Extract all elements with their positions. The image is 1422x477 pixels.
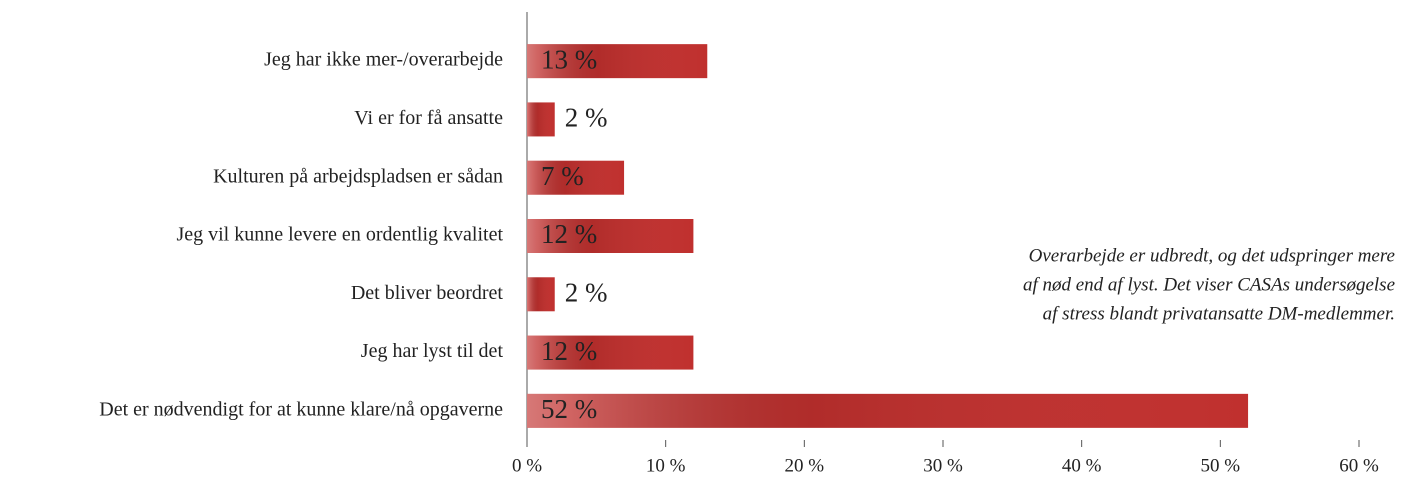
value-label: 12 % (541, 336, 597, 366)
value-label: 13 % (541, 44, 597, 74)
x-tick-label: 50 % (1201, 455, 1241, 476)
category-label: Det bliver beordret (351, 282, 504, 304)
category-label: Jeg vil kunne levere en ordentlig kvalit… (176, 224, 503, 246)
x-tick-label: 60 % (1339, 455, 1379, 476)
category-label: Jeg har ikke mer-/overarbejde (264, 49, 503, 71)
category-label: Det er nødvendigt for at kunne klare/nå … (99, 398, 503, 420)
bar-shade (527, 393, 1249, 428)
bar-shade (527, 335, 694, 370)
annotation: af nød end af lyst. Det viser CASAs unde… (1023, 274, 1395, 295)
bar-shade (527, 160, 625, 195)
value-label: 2 % (565, 103, 608, 133)
bar-shade (527, 44, 708, 79)
category-label: Vi er for få ansatte (354, 107, 503, 129)
x-tick-label: 20 % (785, 455, 825, 476)
value-label: 52 % (541, 394, 597, 424)
value-label: 2 % (565, 277, 608, 307)
x-tick-label: 0 % (512, 455, 542, 476)
x-tick-label: 40 % (1062, 455, 1102, 476)
annotation: af stress blandt privatansatte DM-medlem… (1043, 303, 1395, 324)
x-tick-label: 10 % (646, 455, 686, 476)
category-label: Jeg har lyst til det (361, 340, 504, 362)
bar-shade (527, 277, 555, 312)
value-label: 7 % (541, 161, 584, 191)
category-label: Kulturen på arbejdspladsen er sådan (213, 165, 503, 187)
value-label: 12 % (541, 219, 597, 249)
bar-shade (527, 102, 555, 137)
x-tick-label: 30 % (923, 455, 963, 476)
bar-shade (527, 219, 694, 253)
annotation: Overarbejde er udbredt, og det udspringe… (1029, 245, 1395, 266)
